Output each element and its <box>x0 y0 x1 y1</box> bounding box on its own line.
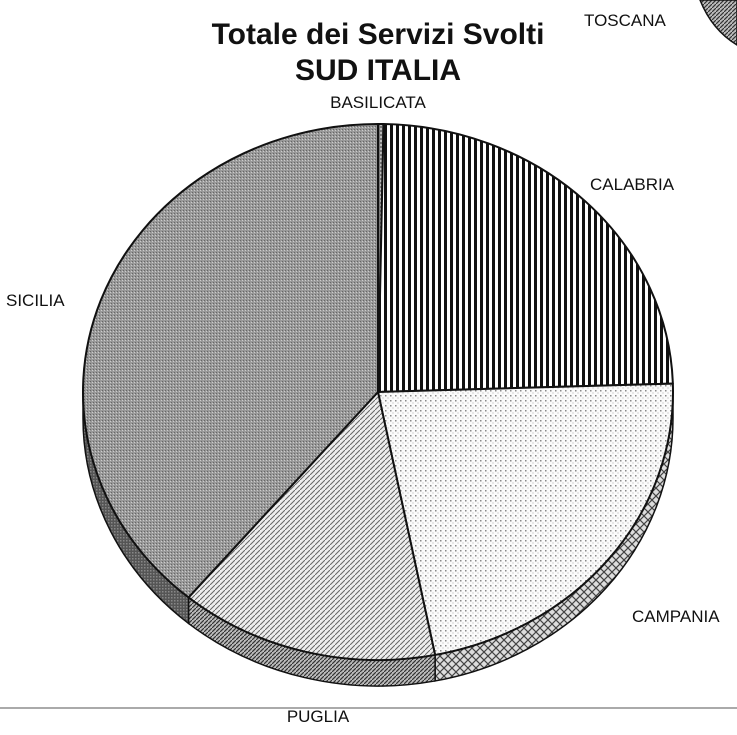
pie-slice <box>377 382 674 656</box>
pie-slice <box>377 123 674 393</box>
chart-title: Totale dei Servizi Svolti <box>212 18 545 51</box>
pie <box>82 123 674 687</box>
annotation: TOSCANA <box>584 11 667 30</box>
chart-subtitle: SUD ITALIA <box>295 54 461 87</box>
pie-slice <box>187 391 437 661</box>
slice-label: CALABRIA <box>590 175 675 194</box>
slice-label: SICILIA <box>6 291 65 310</box>
cropped-slice <box>699 0 737 46</box>
slice-label: CAMPANIA <box>632 607 720 626</box>
slice-label: PUGLIA <box>287 707 350 726</box>
pie-slice <box>82 123 379 599</box>
slice-label: BASILICATA <box>330 93 426 112</box>
